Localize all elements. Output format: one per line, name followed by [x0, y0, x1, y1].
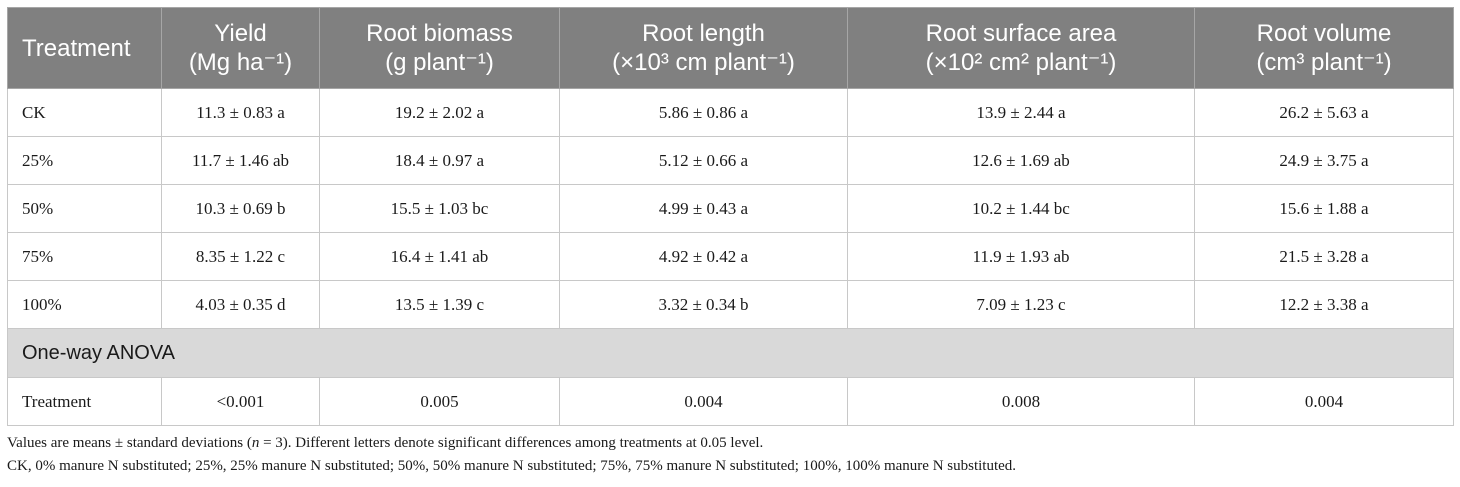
cell-root-volume: 15.6 ± 1.88 a [1194, 184, 1454, 233]
anova-treatment-row: Treatment <0.001 0.005 0.004 0.008 0.004 [7, 377, 1454, 426]
footnote-values: Values are means ± standard deviations (… [7, 435, 764, 451]
header-root-volume: Root volume (cm³ plant⁻¹) [1194, 7, 1454, 89]
cell-root-length: 3.32 ± 0.34 b [559, 280, 848, 329]
cell-root-volume: 12.2 ± 3.38 a [1194, 280, 1454, 329]
cell-yield: 8.35 ± 1.22 c [161, 232, 320, 281]
cell-root-biomass: 13.5 ± 1.39 c [319, 280, 560, 329]
cell-root-volume: 24.9 ± 3.75 a [1194, 136, 1454, 185]
table-row: CK 11.3 ± 0.83 a 19.2 ± 2.02 a 5.86 ± 0.… [7, 88, 1454, 137]
cell-root-surface-area: 13.9 ± 2.44 a [847, 88, 1195, 137]
anova-cell-root-biomass: 0.005 [319, 377, 560, 426]
cell-root-length: 4.92 ± 0.42 a [559, 232, 848, 281]
cell-root-volume: 21.5 ± 3.28 a [1194, 232, 1454, 281]
cell-root-volume: 26.2 ± 5.63 a [1194, 88, 1454, 137]
cell-root-length: 4.99 ± 0.43 a [559, 184, 848, 233]
cell-root-surface-area: 11.9 ± 1.93 ab [847, 232, 1195, 281]
cell-root-biomass: 19.2 ± 2.02 a [319, 88, 560, 137]
cell-treatment: 100% [7, 280, 162, 329]
table-row: 75% 8.35 ± 1.22 c 16.4 ± 1.41 ab 4.92 ± … [7, 232, 1454, 281]
cell-root-surface-area: 12.6 ± 1.69 ab [847, 136, 1195, 185]
cell-root-biomass: 15.5 ± 1.03 bc [319, 184, 560, 233]
anova-section-label: One-way ANOVA [7, 328, 1454, 378]
table-row: 25% 11.7 ± 1.46 ab 18.4 ± 0.97 a 5.12 ± … [7, 136, 1454, 185]
header-root-length: Root length (×10³ cm plant⁻¹) [559, 7, 848, 89]
cell-treatment: 50% [7, 184, 162, 233]
header-root-biomass: Root biomass (g plant⁻¹) [319, 7, 560, 89]
cell-treatment: CK [7, 88, 162, 137]
cell-root-biomass: 18.4 ± 0.97 a [319, 136, 560, 185]
cell-treatment: 75% [7, 232, 162, 281]
cell-root-length: 5.86 ± 0.86 a [559, 88, 848, 137]
footnote-abbreviations: CK, 0% manure N substituted; 25%, 25% ma… [7, 458, 1017, 474]
cell-yield: 4.03 ± 0.35 d [161, 280, 320, 329]
cell-root-surface-area: 7.09 ± 1.23 c [847, 280, 1195, 329]
header-treatment: Treatment [7, 7, 162, 89]
cell-yield: 10.3 ± 0.69 b [161, 184, 320, 233]
anova-cell-label: Treatment [7, 377, 162, 426]
header-yield: Yield (Mg ha⁻¹) [161, 7, 320, 89]
cell-yield: 11.7 ± 1.46 ab [161, 136, 320, 185]
cell-root-surface-area: 10.2 ± 1.44 bc [847, 184, 1195, 233]
anova-cell-yield: <0.001 [161, 377, 320, 426]
table-row: 50% 10.3 ± 0.69 b 15.5 ± 1.03 bc 4.99 ± … [7, 184, 1454, 233]
cell-treatment: 25% [7, 136, 162, 185]
anova-cell-root-surface-area: 0.008 [847, 377, 1195, 426]
anova-section-row: One-way ANOVA [7, 328, 1454, 378]
cell-root-length: 5.12 ± 0.66 a [559, 136, 848, 185]
results-table: Treatment Yield (Mg ha⁻¹) Root biomass (… [7, 7, 1454, 426]
cell-yield: 11.3 ± 0.83 a [161, 88, 320, 137]
anova-cell-root-length: 0.004 [559, 377, 848, 426]
table-row: 100% 4.03 ± 0.35 d 13.5 ± 1.39 c 3.32 ± … [7, 280, 1454, 329]
table-footnotes: Values are means ± standard deviations (… [7, 432, 1453, 478]
header-root-surface-area: Root surface area (×10² cm² plant⁻¹) [847, 7, 1195, 89]
cell-root-biomass: 16.4 ± 1.41 ab [319, 232, 560, 281]
anova-cell-root-volume: 0.004 [1194, 377, 1454, 426]
table-header-row: Treatment Yield (Mg ha⁻¹) Root biomass (… [7, 7, 1454, 89]
